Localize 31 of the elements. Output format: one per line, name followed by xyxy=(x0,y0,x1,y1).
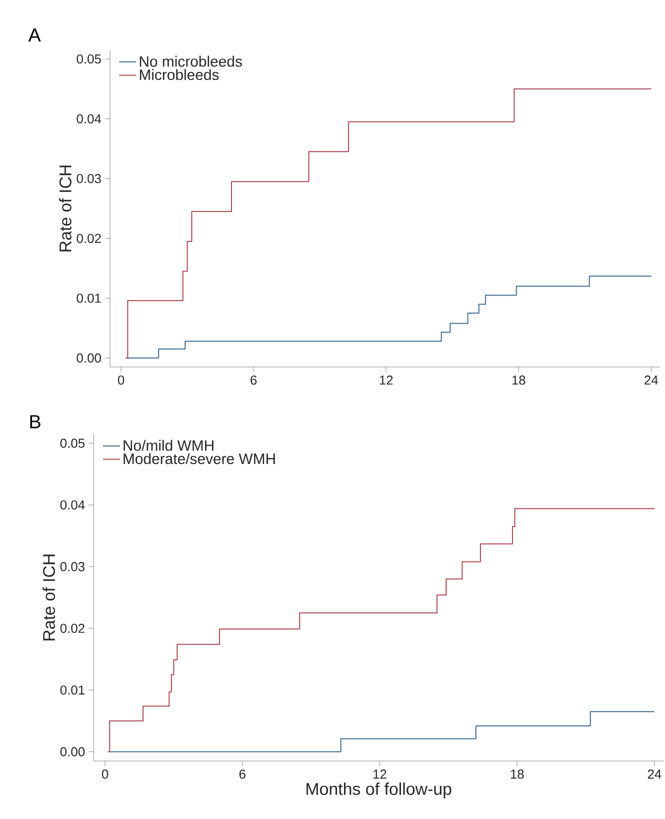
y-tick-label: 0.04 xyxy=(76,114,102,124)
x-tick-label: 18 xyxy=(510,770,524,779)
x-tick-label: 0 xyxy=(102,770,108,779)
chart-title: B xyxy=(30,415,40,428)
y-tick-label: 0.02 xyxy=(60,624,84,633)
y-tick-label: 0.00 xyxy=(60,747,85,756)
y-tick-label: 0.02 xyxy=(76,234,101,243)
legend-label: Moderate/severe WMH xyxy=(124,453,275,464)
x-tick-label: 6 xyxy=(239,770,246,779)
legend-label: No/mild WMH xyxy=(124,440,214,451)
y-tick-label: 0.00 xyxy=(76,353,101,363)
y-tick-label: 0.05 xyxy=(60,438,85,448)
x-tick-label: 6 xyxy=(250,376,257,385)
x-tick-label: 0 xyxy=(118,376,124,385)
legend-label: Microbleeds xyxy=(140,69,219,80)
y-axis-title: Rate of ICH xyxy=(42,554,56,640)
y-tick-label: 0.03 xyxy=(60,562,85,572)
x-tick-label: 18 xyxy=(512,376,526,385)
y-tick-label: 0.01 xyxy=(60,685,84,695)
y-tick-label: 0.04 xyxy=(60,500,85,510)
x-tick-label: 12 xyxy=(380,376,393,385)
x-axis-title: Months of follow-up xyxy=(306,782,452,798)
x-tick-label: 24 xyxy=(644,376,658,385)
x-tick-label: 12 xyxy=(374,770,386,779)
legend-label: No microbleeds xyxy=(140,56,242,67)
y-tick-label: 0.05 xyxy=(76,54,101,64)
y-axis-title: Rate of ICH xyxy=(59,166,72,252)
y-tick-label: 0.03 xyxy=(76,174,101,184)
x-tick-label: 24 xyxy=(648,770,662,779)
chart-title: A xyxy=(28,28,41,42)
y-tick-label: 0.01 xyxy=(76,294,101,303)
